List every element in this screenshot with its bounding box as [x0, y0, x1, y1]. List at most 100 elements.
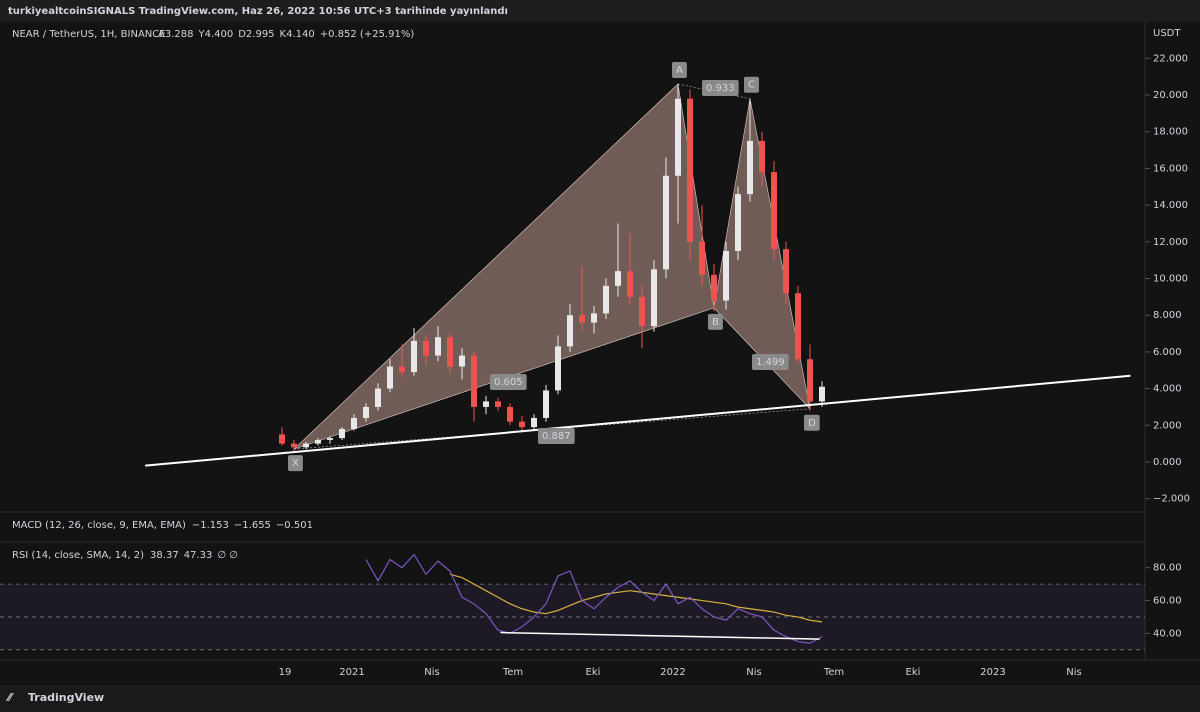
macd-value: −1.655	[234, 520, 271, 531]
pattern-point-label-box	[804, 414, 820, 431]
candle-body	[351, 417, 357, 429]
legend-value: Y4.400	[197, 29, 233, 40]
y-tick-label: 20.000	[1153, 90, 1188, 101]
candle-body	[651, 269, 657, 327]
candle-body	[399, 366, 405, 373]
x-tick-label: Nis	[1066, 667, 1081, 678]
x-tick-label: Eki	[586, 667, 601, 678]
candle-body	[747, 140, 753, 195]
candle-body	[543, 390, 549, 418]
candle-body	[339, 428, 345, 439]
pattern-point-label-box	[288, 455, 303, 472]
rsi-value: 38.37	[150, 550, 179, 561]
y-tick-label: 2.000	[1153, 420, 1182, 431]
footer-bar	[0, 685, 1200, 712]
candle-body	[771, 172, 777, 250]
x-tick-label: 2023	[980, 667, 1005, 678]
candle-body	[303, 443, 309, 448]
candle-body	[363, 406, 369, 418]
rsi-value: 47.33	[184, 550, 213, 561]
pattern-triangle	[293, 83, 715, 450]
pattern-ratio: 0.605	[494, 377, 523, 388]
legend-value: A3.288	[158, 29, 193, 40]
candle-body	[315, 439, 321, 444]
pattern-point-label-box	[744, 76, 759, 93]
rsi-y-tick-label: 80.00	[1153, 563, 1182, 574]
candle-body	[471, 355, 477, 407]
candle-body	[639, 296, 645, 327]
macd-value: −1.153	[192, 520, 229, 531]
y-tick-label: 10.000	[1153, 274, 1188, 285]
candle-body	[819, 386, 825, 402]
trendline	[145, 374, 1131, 467]
candle-body	[567, 315, 573, 347]
x-tick-label: 2021	[339, 667, 364, 678]
candle-body	[723, 250, 729, 301]
rsi-sma-line	[449, 573, 823, 623]
y-tick-label: 8.000	[1153, 310, 1182, 321]
candle-body	[483, 401, 489, 407]
y-tick-label: 16.000	[1153, 163, 1188, 174]
x-tick-label: Nis	[424, 667, 439, 678]
pattern-point-label-box	[708, 313, 723, 330]
rsi-y-tick-label: 60.00	[1153, 596, 1182, 607]
candle-body	[435, 337, 441, 356]
x-tick-label: Nis	[746, 667, 761, 678]
candle-body	[735, 194, 741, 251]
pattern-ratio: 0.887	[542, 431, 571, 442]
candle-body	[411, 340, 417, 373]
pattern-ratio: 1.499	[756, 357, 785, 368]
y-tick-label: 6.000	[1153, 347, 1182, 358]
candle-body	[423, 340, 429, 356]
candle-body	[759, 140, 765, 173]
candle-body	[627, 271, 633, 297]
header-text: turkiyealtcoinSIGNALS TradingView.com, H…	[8, 6, 508, 17]
candle-body	[603, 285, 609, 314]
macd-label: MACD (12, 26, close, 9, EMA, EMA)	[12, 520, 186, 531]
pattern-ratio: 0.933	[706, 83, 735, 94]
pattern-point-label: D	[808, 418, 816, 429]
candle-body	[375, 388, 381, 407]
rsi-y-tick-label: 40.00	[1153, 628, 1182, 639]
pattern-point-label: A	[676, 65, 683, 76]
candle-body	[783, 249, 789, 294]
pattern-point-label-box	[672, 62, 687, 79]
candle-body	[291, 443, 297, 448]
legend-value: +0.852 (+25.91%)	[320, 29, 415, 40]
candle-body	[495, 401, 501, 407]
pattern-ratio-box	[752, 354, 789, 370]
candle-body	[387, 366, 393, 389]
y-tick-label: 0.000	[1153, 457, 1182, 468]
candle-body	[519, 421, 525, 428]
x-tick-label: 2022	[660, 667, 685, 678]
y-tick-label: 12.000	[1153, 237, 1188, 248]
candle-body	[687, 98, 693, 242]
candle-body	[555, 346, 561, 391]
y-axis-title: USDT	[1153, 28, 1181, 39]
x-tick-label: Tem	[502, 667, 523, 678]
candle-body	[579, 315, 585, 323]
candle-body	[279, 434, 285, 444]
y-tick-label: 14.000	[1153, 200, 1188, 211]
footer-logo: ⁄⁄	[5, 691, 15, 704]
candle-body	[591, 313, 597, 323]
rsi-trendline	[500, 631, 820, 640]
pattern-ratio-box	[538, 428, 575, 444]
candle-body	[807, 359, 813, 402]
candle-body	[459, 355, 465, 367]
pattern-ratio-box	[490, 374, 527, 390]
rsi-line	[365, 553, 823, 644]
macd-value: −0.501	[276, 520, 313, 531]
candle-body	[795, 293, 801, 360]
candle-body	[615, 271, 621, 286]
x-tick-label: 19	[279, 667, 292, 678]
x-tick-label: Eki	[906, 667, 921, 678]
y-tick-label: 18.000	[1153, 127, 1188, 138]
x-tick-label: Tem	[823, 667, 844, 678]
legend: NEAR / TetherUS, 1H, BINANCE	[12, 29, 166, 40]
pattern-ratio-box	[702, 80, 739, 96]
rsi-na: ∅ ∅	[217, 550, 238, 561]
footer-brand: TradingView	[28, 691, 104, 704]
header-bar	[0, 0, 1200, 22]
